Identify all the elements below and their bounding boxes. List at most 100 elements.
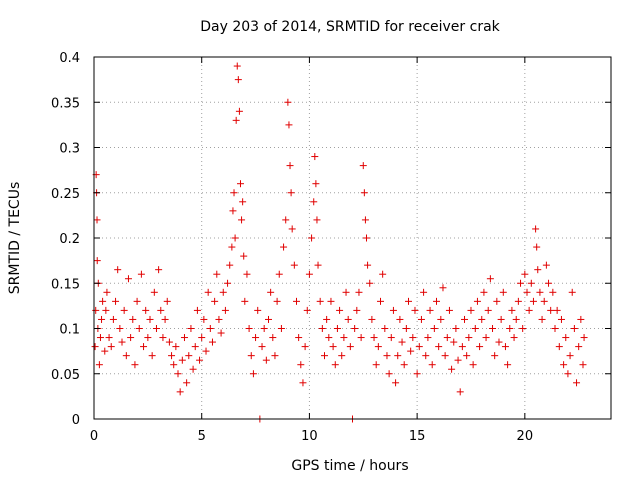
data-point: [282, 216, 290, 224]
y-tick-label: 0.05: [51, 368, 80, 383]
data-point: [99, 297, 107, 305]
data-point: [333, 325, 341, 332]
data-point: [484, 306, 492, 314]
data-point: [230, 189, 238, 197]
data-point: [305, 270, 313, 278]
y-tick-label: 0.2: [59, 232, 80, 247]
data-point: [495, 338, 503, 346]
x-tick-labels: 0 5 10 15 20: [90, 429, 533, 444]
data-point: [191, 343, 199, 351]
data-point: [269, 334, 277, 342]
data-point: [114, 266, 122, 274]
data-point: [101, 347, 109, 355]
data-point: [144, 334, 152, 342]
data-point: [532, 225, 540, 233]
y-tick-label: 0.35: [51, 96, 80, 111]
data-point: [527, 279, 535, 287]
data-point: [566, 352, 574, 360]
data-points: [91, 62, 588, 423]
data-point: [394, 352, 402, 360]
data-point: [93, 257, 101, 265]
data-point: [342, 288, 350, 296]
data-point: [243, 270, 251, 278]
data-point: [226, 261, 234, 269]
data-point: [392, 379, 400, 387]
data-point: [374, 343, 382, 351]
data-point: [183, 379, 191, 387]
data-point: [168, 352, 176, 360]
data-point: [491, 352, 499, 360]
data-point: [452, 325, 460, 332]
data-point: [411, 306, 419, 314]
data-point: [290, 261, 298, 269]
data-point: [489, 325, 497, 332]
data-point: [219, 288, 227, 296]
data-point: [202, 347, 210, 355]
data-point: [98, 315, 106, 323]
data-point: [105, 334, 113, 342]
data-point: [267, 288, 275, 296]
data-point: [510, 334, 518, 342]
data-point: [258, 343, 266, 351]
data-point: [542, 261, 550, 269]
data-point: [458, 343, 466, 351]
data-point: [422, 352, 430, 360]
data-point: [262, 356, 270, 364]
data-point: [157, 306, 165, 314]
x-tick-label: 5: [198, 429, 206, 444]
data-point: [377, 297, 385, 305]
x-axis-label: GPS time / hours: [291, 458, 408, 474]
data-point: [568, 288, 576, 296]
data-point: [299, 379, 307, 387]
y-tick-label: 0.15: [51, 277, 80, 292]
y-tick-label: 0.1: [59, 323, 80, 338]
data-point: [232, 116, 240, 124]
data-point: [353, 306, 361, 314]
data-point: [323, 315, 331, 323]
data-point: [336, 306, 344, 314]
data-point: [301, 343, 309, 351]
data-point: [329, 343, 337, 351]
data-point: [176, 388, 184, 396]
data-point: [316, 297, 324, 305]
data-point: [536, 288, 544, 296]
data-point: [454, 356, 462, 364]
data-point: [363, 234, 371, 242]
data-point: [383, 352, 391, 360]
data-point: [512, 315, 520, 323]
data-point: [127, 334, 135, 342]
data-point: [264, 315, 272, 323]
data-point: [564, 370, 572, 378]
data-point: [340, 334, 348, 342]
data-point: [155, 266, 163, 274]
data-point: [514, 297, 522, 305]
data-point: [273, 297, 281, 305]
data-point: [517, 279, 525, 287]
data-point: [351, 325, 359, 332]
data-point: [297, 361, 305, 369]
data-point: [235, 107, 243, 115]
data-point: [557, 315, 565, 323]
data-point: [480, 288, 488, 296]
data-point: [236, 180, 244, 188]
data-point: [461, 315, 469, 323]
data-point: [239, 198, 247, 206]
data-point: [241, 297, 249, 305]
data-point: [428, 361, 436, 369]
data-point: [95, 361, 103, 369]
data-point: [318, 325, 326, 332]
data-point: [402, 325, 410, 332]
data-point: [303, 306, 311, 314]
data-point: [372, 361, 380, 369]
data-point: [221, 306, 229, 314]
y-tick-label: 0: [72, 413, 80, 428]
data-point: [116, 325, 124, 332]
data-point: [547, 306, 555, 314]
data-point: [247, 352, 255, 360]
data-point: [189, 365, 197, 373]
data-point: [308, 234, 316, 242]
data-point: [575, 343, 583, 351]
x-tick-label: 15: [409, 429, 426, 444]
data-point: [465, 334, 473, 342]
data-point: [486, 275, 494, 283]
